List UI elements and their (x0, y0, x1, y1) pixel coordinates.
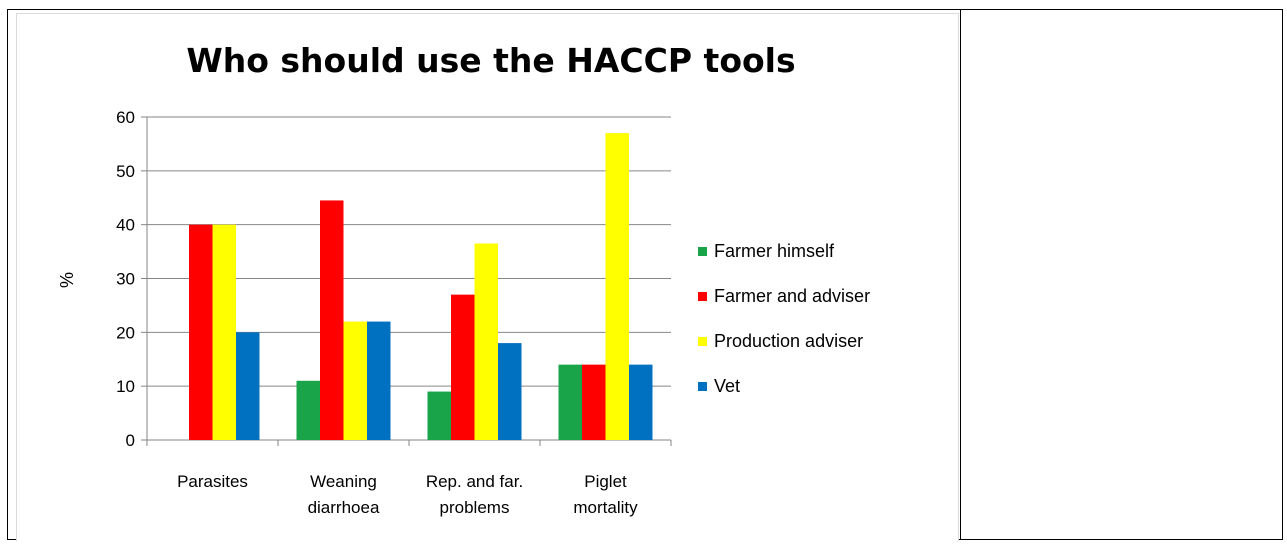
y-tick-label: 0 (126, 431, 135, 450)
bar (451, 294, 475, 440)
legend-swatch (698, 382, 707, 391)
x-tick-label: Weaning diarrhoea (308, 472, 380, 517)
y-tick-label: 10 (116, 377, 135, 396)
legend: Farmer himself Farmer and adviser Producti… (698, 241, 870, 396)
x-tick-label: Piglet mortality (573, 472, 638, 517)
x-tick-labels: Parasites Weaning diarrhoea Rep. and far. pr… (177, 472, 638, 517)
y-tick-label: 50 (116, 162, 135, 181)
column-divider (960, 9, 961, 540)
legend-swatch (698, 337, 707, 346)
bar (605, 133, 629, 440)
x-tick-label: Rep. and far. problems (426, 472, 523, 517)
bar (212, 224, 236, 440)
bars (189, 133, 653, 440)
legend-label: Farmer himself (714, 241, 835, 261)
legend-label: Production adviser (714, 331, 863, 351)
bar (558, 364, 582, 440)
bar (474, 243, 498, 440)
bar (236, 332, 260, 440)
chart-title: Who should use the HACCP tools (186, 41, 795, 80)
y-tick-labels: 0 10 20 30 40 50 60 (116, 108, 135, 450)
bar (189, 224, 213, 440)
bar (320, 200, 344, 440)
y-tick-label: 60 (116, 108, 135, 127)
bar (427, 391, 451, 440)
bar-chart: Who should use the HACCP tools % 0 10 20 30… (57, 41, 870, 517)
bar (296, 380, 320, 440)
legend-label: Farmer and adviser (714, 286, 870, 306)
legend-swatch (698, 247, 707, 256)
bar (343, 321, 367, 440)
x-tick-label: Parasites (177, 472, 248, 491)
bar (367, 321, 391, 440)
y-axis-label: % (57, 272, 77, 288)
bar (498, 343, 522, 440)
y-tick-label: 40 (116, 216, 135, 235)
legend-label: Vet (714, 376, 740, 396)
chart-area: Who should use the HACCP tools % 0 10 20 30… (16, 13, 959, 541)
legend-swatch (698, 292, 707, 301)
bar (582, 364, 606, 440)
y-tick-label: 20 (116, 323, 135, 342)
bar (629, 364, 653, 440)
y-tick-label: 30 (116, 270, 135, 289)
